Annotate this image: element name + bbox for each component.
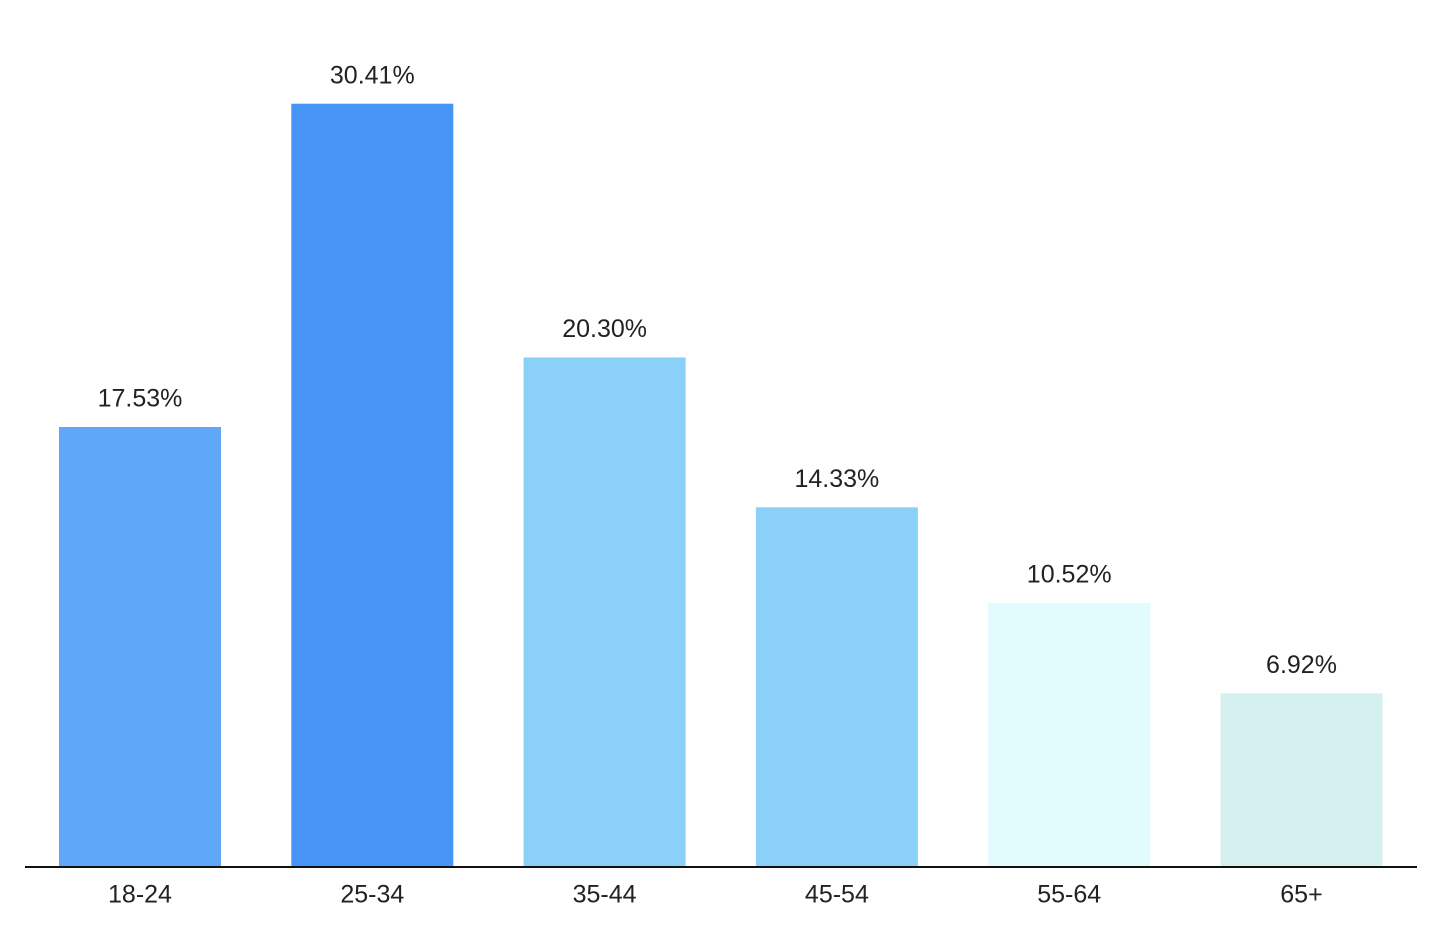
bar — [988, 602, 1151, 867]
x-tick-label: 55-64 — [1037, 881, 1101, 909]
x-tick-label: 18-24 — [108, 881, 172, 909]
value-label: 30.41% — [330, 61, 415, 89]
value-label: 14.33% — [795, 465, 880, 493]
bar — [59, 426, 221, 867]
x-tick-label: 35-44 — [573, 881, 637, 909]
bar — [755, 507, 918, 867]
bar — [291, 103, 454, 868]
bar — [1220, 693, 1383, 867]
bar — [523, 357, 686, 867]
value-label: 20.30% — [562, 315, 647, 343]
value-label: 10.52% — [1027, 561, 1112, 589]
x-tick-label: 25-34 — [340, 881, 404, 909]
x-tick-label: 65+ — [1280, 881, 1322, 909]
x-tick-label: 45-54 — [805, 881, 869, 909]
value-label: 17.53% — [98, 385, 183, 413]
value-label: 6.92% — [1266, 651, 1337, 679]
